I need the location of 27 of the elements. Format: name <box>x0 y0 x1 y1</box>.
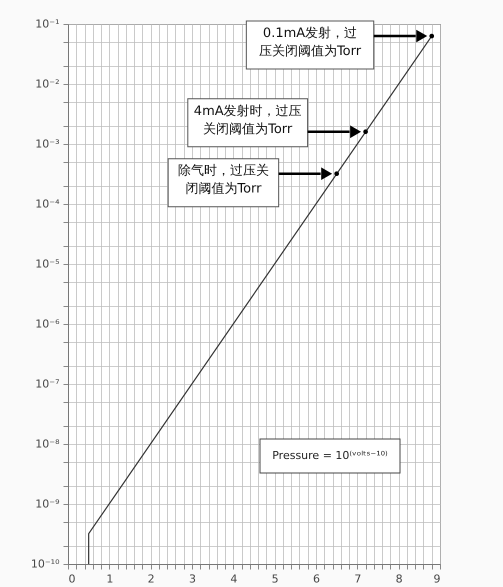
x-tick-label: 9 <box>434 572 440 586</box>
annotation: 0.1mA发射，过压关闭阈值为Torr <box>258 26 362 60</box>
x-tick-label: 5 <box>272 572 279 586</box>
annotation: 除气时，过压关闭阈值为Torr <box>178 164 269 197</box>
x-tick-label: 6 <box>313 572 320 586</box>
y-tick-label: 10⁻² <box>35 78 60 90</box>
y-tick-label: 10⁻¹ <box>35 18 60 30</box>
y-tick-label: 10⁻⁷ <box>35 378 60 390</box>
x-tick-label: 2 <box>148 572 155 586</box>
x-tick-label: 3 <box>189 572 196 586</box>
point <box>363 129 368 134</box>
x-tick-label: 4 <box>230 572 238 586</box>
y-tick-label: 10⁻⁴ <box>35 198 60 210</box>
x-tick-label: 0 <box>68 572 76 586</box>
y-tick-label: 10⁻¹⁰ <box>30 558 60 570</box>
annotation: Pressure = 10⁽ᵛᵒˡᵗˢ⁻¹⁰⁾ <box>272 449 388 462</box>
annotation: 4mA发射时，过压关闭阈值为Torr <box>194 104 302 137</box>
y-tick-label: 10⁻³ <box>35 138 60 150</box>
y-tick-label: 10⁻⁶ <box>35 318 60 330</box>
y-tick-label: 10⁻⁵ <box>35 258 60 270</box>
point <box>334 171 340 176</box>
y-tick-label: 10⁻⁹ <box>35 498 60 510</box>
y-tick-label: 10⁻⁸ <box>35 438 60 450</box>
x-tick-label: 8 <box>396 572 403 586</box>
point <box>429 34 434 38</box>
x-tick-label: 1 <box>106 572 114 586</box>
x-tick-label: 7 <box>354 572 362 586</box>
